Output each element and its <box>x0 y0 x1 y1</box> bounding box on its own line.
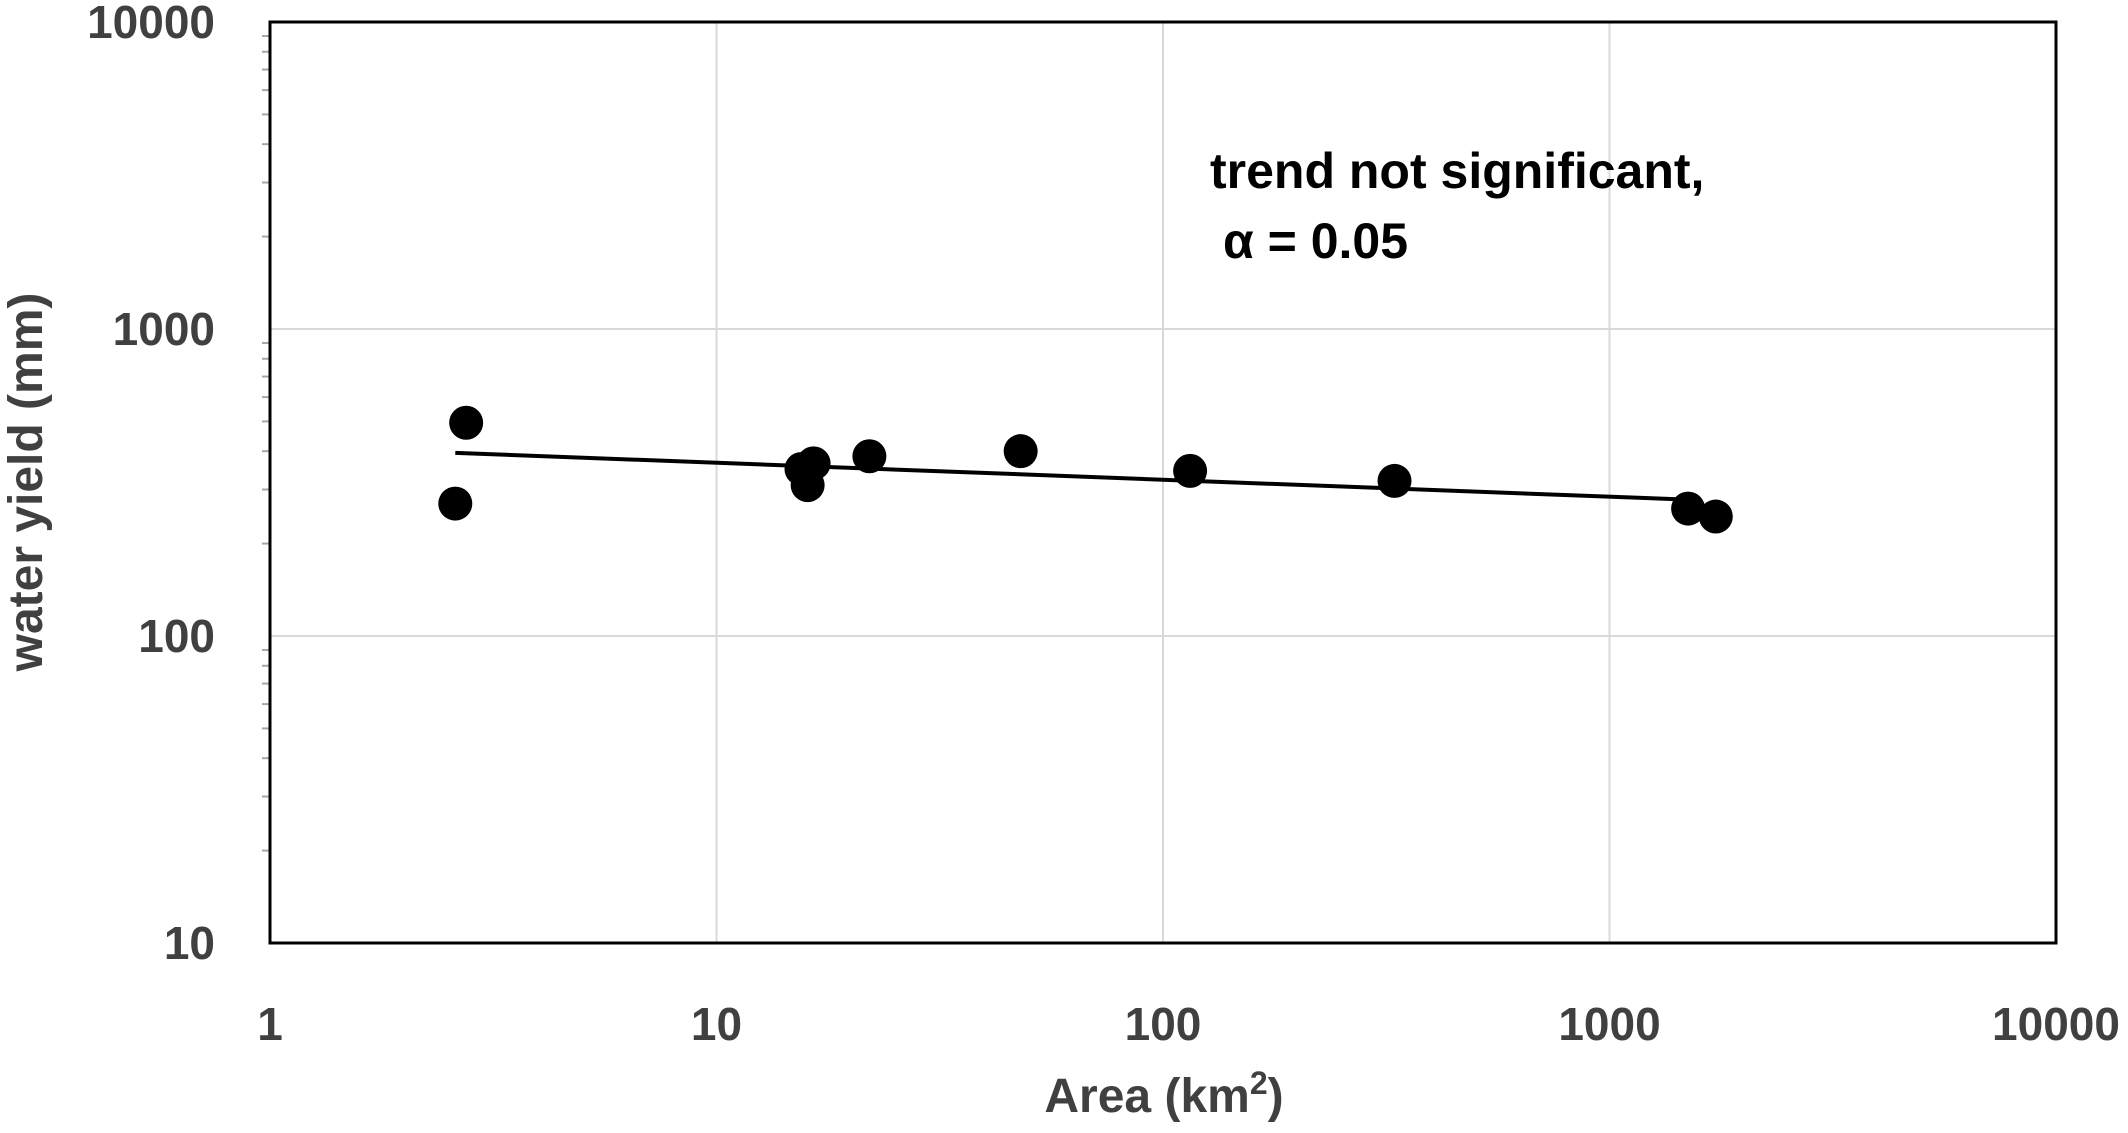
y-tick-label: 100 <box>138 610 215 662</box>
x-tick-label: 10000 <box>1992 998 2120 1050</box>
data-point <box>1698 499 1733 534</box>
annotation-trend: trend not significant, <box>1210 143 1704 199</box>
annotation-alpha: α = 0.05 <box>1223 213 1408 269</box>
y-tick-labels: 10 100 1000 10000 <box>87 0 215 969</box>
y-tick-label: 1000 <box>113 303 215 355</box>
x-tick-labels: 1 10 100 1000 10000 <box>257 998 2120 1050</box>
y-tick-label: 10000 <box>87 0 215 48</box>
data-point <box>1173 453 1208 488</box>
data-point <box>1671 491 1706 526</box>
data-points <box>438 405 1733 534</box>
x-tick-label: 1000 <box>1558 998 1660 1050</box>
x-tick-label: 10 <box>691 998 742 1050</box>
y-axis-title: water yield (mm) <box>0 293 53 673</box>
grid-layer <box>270 22 2056 943</box>
data-point <box>1003 434 1038 469</box>
data-point <box>796 446 831 481</box>
y-tick-label: 10 <box>164 917 215 969</box>
x-axis-title-main: Area (km <box>1044 1070 1249 1123</box>
data-point <box>1377 463 1412 498</box>
x-axis-title-sup: 2 <box>1250 1065 1268 1101</box>
x-axis-title-suffix: ) <box>1268 1070 1284 1123</box>
data-point <box>449 405 484 440</box>
plot-border <box>268 20 2058 945</box>
x-tick-label: 100 <box>1125 998 1202 1050</box>
x-axis-title: Area (km2) <box>1044 1065 1283 1123</box>
data-point <box>438 486 473 521</box>
data-point <box>852 439 887 474</box>
x-tick-label: 1 <box>257 998 283 1050</box>
trendline <box>455 450 1689 502</box>
